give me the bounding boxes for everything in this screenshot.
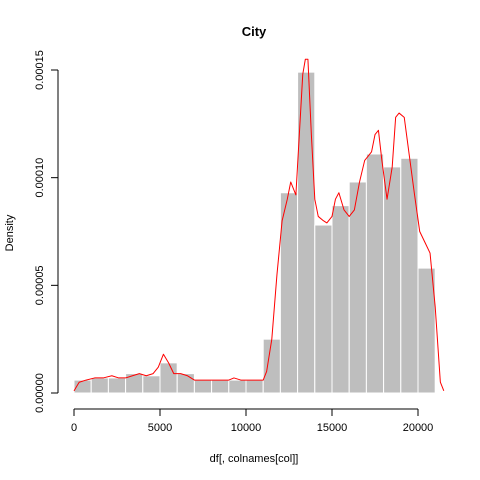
histogram-bar	[90, 377, 109, 394]
histogram-bar	[176, 373, 195, 394]
y-axis: 0.00000 0.00005 0.00010 0.00015	[34, 50, 59, 413]
x-axis-label: df[, colnames[col]]	[210, 453, 299, 465]
density-line	[73, 58, 445, 392]
y-axis-label: Density	[4, 214, 16, 251]
y-tick-label: 0.00005	[34, 265, 46, 305]
histogram-bars	[73, 71, 436, 394]
x-tick-label: 0	[71, 422, 77, 434]
y-tick-label: 0.00000	[34, 373, 46, 413]
histogram-bar	[107, 377, 127, 394]
histogram-bar	[211, 379, 230, 394]
histogram-bar	[142, 375, 161, 394]
histogram-bar	[383, 166, 402, 394]
histogram-bar	[279, 192, 299, 394]
histogram-bar	[159, 362, 178, 394]
histogram-bar	[228, 379, 247, 394]
histogram-bar	[262, 338, 281, 394]
x-tick-label: 10000	[231, 422, 262, 434]
histogram-bar	[314, 224, 333, 394]
histogram-bar	[365, 153, 385, 394]
histogram-bar	[331, 205, 350, 394]
histogram-bar	[417, 267, 436, 394]
histogram-bar	[400, 157, 419, 394]
x-tick-label: 20000	[403, 422, 434, 434]
histogram-bar	[245, 379, 264, 394]
histogram-bar	[193, 379, 213, 394]
y-tick-label: 0.00015	[34, 50, 46, 90]
y-tick-label: 0.00010	[34, 158, 46, 198]
chart-title: City	[242, 24, 267, 39]
x-tick-label: 5000	[148, 422, 172, 434]
x-axis: 0 5000 10000 15000 20000	[71, 408, 434, 434]
histogram-bar	[125, 373, 144, 394]
x-tick-label: 15000	[317, 422, 348, 434]
density-curve	[73, 58, 445, 392]
